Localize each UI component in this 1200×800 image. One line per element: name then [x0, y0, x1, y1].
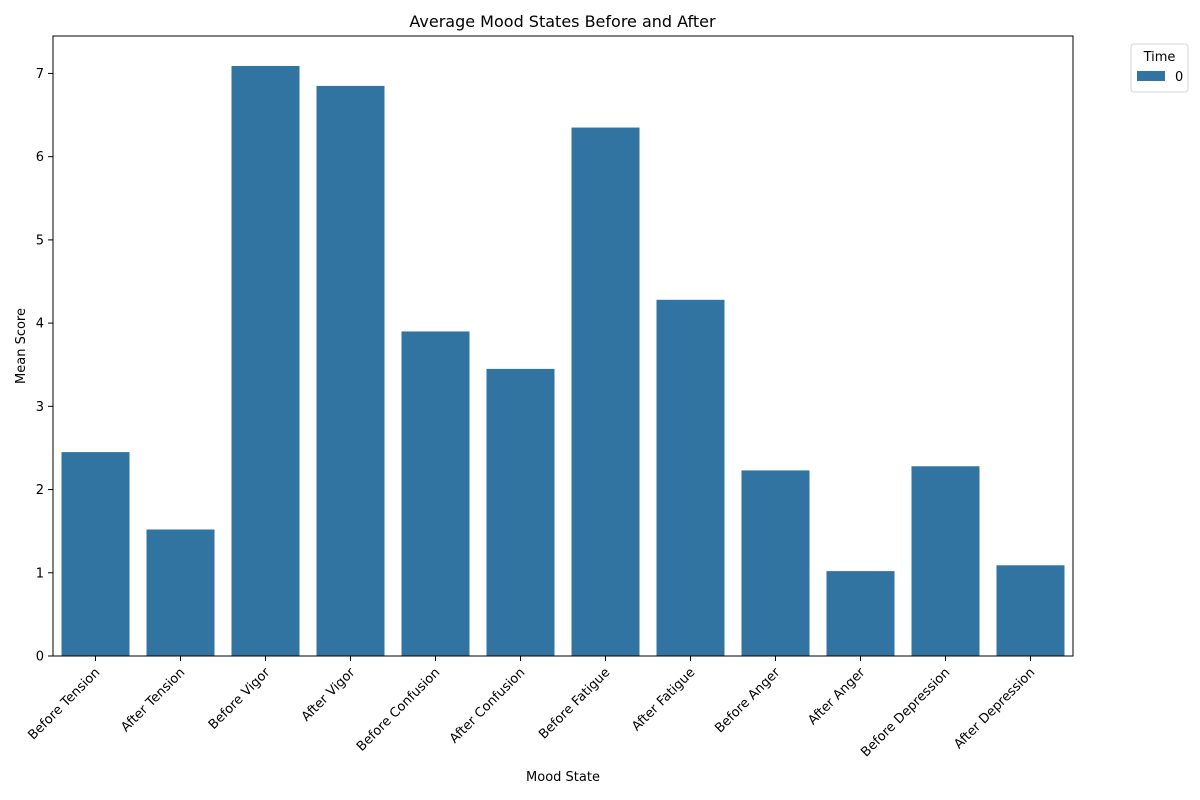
chart-title: Average Mood States Before and After	[409, 12, 716, 31]
bar	[486, 368, 555, 656]
bar	[826, 571, 895, 656]
plot-frame	[52, 35, 1074, 657]
legend-label: 0	[1175, 70, 1183, 85]
y-tick-label: 7	[36, 67, 44, 82]
bar	[911, 466, 980, 656]
y-tick-label: 6	[36, 150, 44, 165]
bar	[741, 470, 810, 656]
bar	[656, 299, 725, 656]
y-tick-label: 2	[36, 483, 44, 498]
y-axis: 0 1 2 3 4 5 6 7	[36, 67, 53, 665]
bar	[146, 529, 215, 656]
bar	[996, 565, 1065, 656]
bar	[316, 85, 385, 657]
bars-group	[61, 65, 1065, 657]
bar	[231, 65, 300, 656]
y-tick-label: 1	[36, 566, 44, 581]
y-tick-label: 5	[36, 233, 44, 248]
y-tick-label: 0	[36, 650, 44, 665]
legend-title: Time	[1143, 50, 1176, 65]
legend: Time 0	[1130, 43, 1189, 93]
x-axis-label: Mood State	[526, 770, 600, 785]
y-axis-label: Mean Score	[14, 308, 29, 384]
y-tick-label: 3	[36, 400, 44, 415]
legend-swatch	[1137, 71, 1165, 81]
y-tick-label: 4	[36, 317, 44, 332]
bar	[401, 331, 470, 656]
bar	[571, 127, 640, 657]
bar	[61, 452, 130, 656]
